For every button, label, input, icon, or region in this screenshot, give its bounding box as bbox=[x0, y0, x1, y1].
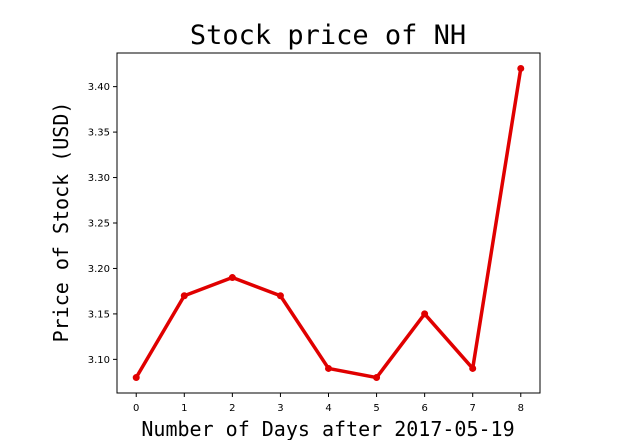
y-tick-label: 3.30 bbox=[88, 173, 110, 184]
y-tick-label: 3.10 bbox=[88, 355, 110, 366]
data-point bbox=[228, 274, 236, 282]
x-tick-label: 3 bbox=[277, 403, 283, 414]
data-point bbox=[180, 292, 188, 300]
data-point bbox=[373, 374, 381, 382]
x-tick-label: 4 bbox=[325, 403, 331, 414]
x-tick-label: 8 bbox=[518, 403, 524, 414]
y-tick-label: 3.15 bbox=[88, 309, 110, 320]
x-tick-label: 1 bbox=[181, 403, 187, 414]
y-axis-label: Price of Stock (USD) bbox=[49, 102, 73, 343]
plot-area: 0 1 2 3 4 5 6 7 8 3.10 3.15 3.20 3.25 3.30 3.35 3.40 bbox=[88, 52, 541, 414]
data-point bbox=[469, 364, 477, 372]
x-tick-label: 6 bbox=[421, 403, 427, 414]
series-line bbox=[134, 66, 523, 380]
y-tick-label: 3.35 bbox=[88, 128, 110, 139]
data-point bbox=[276, 292, 284, 300]
x-tick-label: 7 bbox=[470, 403, 476, 414]
y-tick-label: 3.40 bbox=[88, 82, 110, 93]
data-point bbox=[517, 64, 525, 72]
y-tick-label: 3.20 bbox=[88, 264, 110, 275]
data-point bbox=[421, 310, 429, 318]
data-point bbox=[132, 374, 140, 382]
data-point bbox=[325, 364, 332, 372]
chart-title: Stock price of NH bbox=[190, 20, 466, 51]
x-tick-label: 2 bbox=[229, 403, 235, 414]
y-tick-label: 3.25 bbox=[88, 219, 110, 230]
x-tick-label: 0 bbox=[133, 403, 139, 414]
x-axis-label: Number of Days after 2017-05-19 bbox=[141, 417, 514, 440]
x-tick-label: 5 bbox=[373, 403, 379, 414]
